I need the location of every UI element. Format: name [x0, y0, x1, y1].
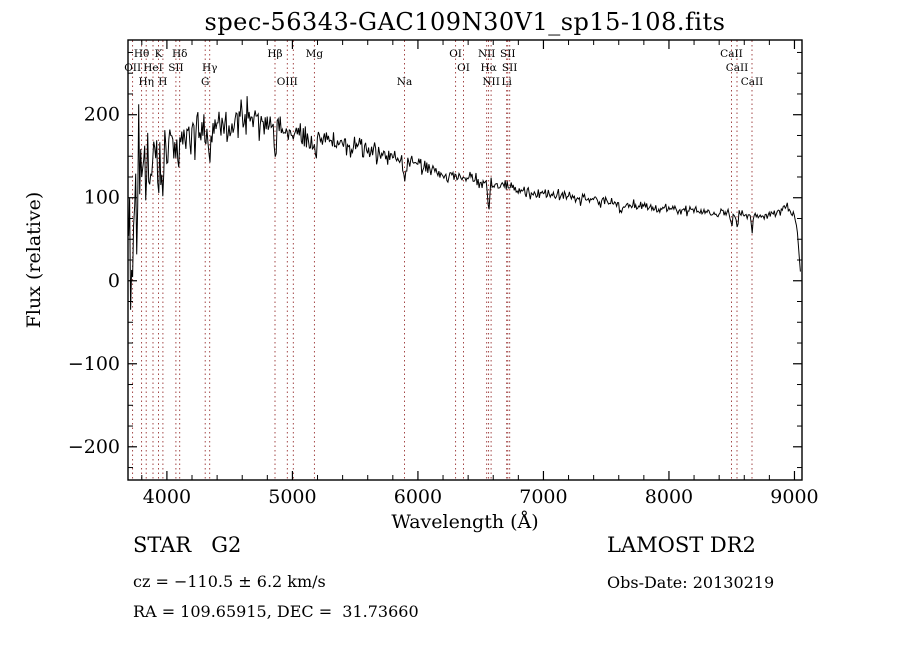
line-marker-label: Hθ	[134, 48, 149, 60]
y-axis-label: Flux (relative)	[23, 192, 45, 329]
line-marker-label: OI	[449, 48, 462, 60]
line-marker-label: CaII	[741, 76, 764, 88]
line-marker-label: NII	[478, 48, 495, 60]
line-marker-label: NII	[482, 76, 499, 88]
line-marker-label: Hγ	[202, 62, 217, 74]
line-marker-label: G	[201, 76, 209, 88]
line-marker-label: OI	[457, 62, 470, 74]
x-tick-label: 9000	[770, 486, 818, 508]
line-marker-label: HeI	[143, 62, 163, 74]
line-marker-label: Mg	[306, 48, 324, 60]
line-marker-label: K	[155, 48, 163, 60]
ra-dec-text: RA = 109.65915, DEC = 31.73660	[133, 602, 419, 621]
plot-frame	[127, 39, 803, 481]
radial-velocity-text: cz = −110.5 ± 6.2 km/s	[133, 572, 326, 591]
line-marker-label: SII	[168, 62, 184, 74]
y-tick-label: −200	[68, 436, 120, 458]
x-tick-label: 5000	[268, 486, 316, 508]
plot-title: spec-56343-GAC109N30V1_sp15-108.fits	[204, 8, 726, 36]
line-marker-label: OIII	[277, 76, 298, 88]
line-marker-label: CaII	[720, 48, 743, 60]
line-marker-label: Na	[397, 76, 412, 88]
survey-label: LAMOST DR2	[607, 533, 756, 557]
line-marker-label: Hα	[480, 62, 496, 74]
line-marker-label: CaII	[726, 62, 749, 74]
y-tick-label: 100	[84, 187, 120, 209]
x-tick-label: 4000	[143, 486, 191, 508]
line-marker-label: SII	[500, 48, 516, 60]
classification-label: STAR G2	[133, 533, 242, 557]
line-marker-label: Hβ	[267, 48, 282, 60]
spectrum-trace	[128, 96, 801, 310]
line-marker-label: Hη	[138, 76, 153, 88]
x-tick-label: 6000	[394, 486, 442, 508]
y-tick-label: 0	[108, 270, 120, 292]
line-marker-label: H	[158, 76, 167, 88]
x-tick-label: 8000	[645, 486, 693, 508]
obs-date-text: Obs-Date: 20130219	[607, 573, 775, 592]
y-tick-label: 200	[84, 104, 120, 126]
y-tick-label: −100	[68, 353, 120, 375]
line-marker-label: Li	[501, 76, 512, 88]
line-marker-label: SII	[502, 62, 518, 74]
x-axis-label: Wavelength (Å)	[391, 511, 538, 533]
line-marker-label: OII	[124, 62, 141, 74]
line-marker-label: Hδ	[172, 48, 187, 60]
x-tick-label: 7000	[519, 486, 567, 508]
